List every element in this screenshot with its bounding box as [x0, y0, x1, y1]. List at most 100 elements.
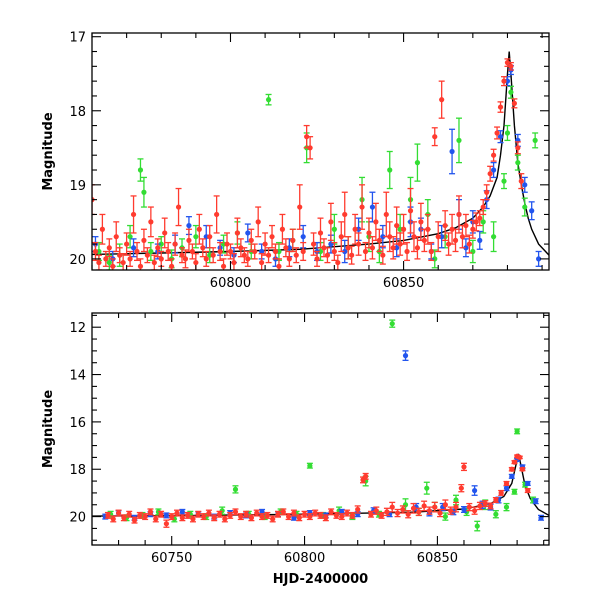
- data-point: [165, 241, 172, 262]
- data-point: [174, 509, 181, 517]
- data-marker: [376, 237, 382, 243]
- data-marker: [216, 511, 223, 517]
- data-point: [400, 213, 407, 245]
- data-point: [435, 221, 442, 253]
- data-point: [503, 502, 510, 512]
- data-point: [471, 506, 478, 515]
- data-point: [282, 238, 289, 258]
- data-point: [469, 239, 476, 264]
- x-axis-label: HJD-2400000: [273, 572, 368, 587]
- data-point: [289, 228, 296, 253]
- data-marker: [432, 134, 438, 140]
- data-point: [405, 510, 412, 519]
- data-point: [514, 154, 521, 171]
- data-point: [130, 238, 137, 258]
- data-marker: [536, 256, 542, 262]
- data-point: [503, 480, 510, 487]
- data-point: [328, 508, 335, 516]
- data-point: [237, 513, 244, 521]
- data-point: [115, 509, 122, 517]
- data-marker: [368, 511, 374, 517]
- data-point: [161, 217, 168, 249]
- data-point: [386, 221, 393, 253]
- data-point: [532, 132, 539, 149]
- data-marker: [484, 189, 490, 195]
- data-marker: [163, 512, 169, 519]
- data-point: [147, 508, 154, 516]
- data-point: [528, 201, 535, 221]
- data-marker: [421, 237, 427, 243]
- data-point: [453, 501, 460, 513]
- data-marker: [424, 485, 430, 491]
- data-point: [519, 466, 526, 472]
- data-point: [490, 148, 497, 162]
- data-marker: [504, 130, 511, 136]
- data-point: [447, 506, 454, 515]
- data-marker: [163, 521, 169, 527]
- data-point: [195, 510, 202, 518]
- data-marker: [501, 178, 507, 184]
- data-point: [449, 128, 456, 175]
- data-marker: [503, 485, 510, 491]
- data-marker: [508, 63, 514, 69]
- data-point: [338, 221, 345, 253]
- data-point: [504, 124, 511, 142]
- data-point: [224, 232, 231, 256]
- data-point: [483, 184, 490, 201]
- data-point: [399, 505, 406, 514]
- data-marker: [503, 504, 510, 510]
- data-marker: [141, 189, 147, 195]
- data-marker: [529, 208, 535, 214]
- data-marker: [317, 512, 324, 519]
- data-point: [205, 509, 212, 517]
- data-point: [386, 150, 393, 190]
- data-point: [508, 473, 515, 479]
- data-marker: [456, 137, 462, 143]
- data-point: [110, 515, 117, 523]
- plot-area: [92, 319, 549, 532]
- data-point: [379, 224, 386, 249]
- data-marker: [418, 219, 424, 225]
- data-marker: [241, 252, 247, 258]
- data-point: [524, 487, 531, 494]
- data-marker: [324, 252, 331, 258]
- data-point: [511, 459, 518, 465]
- data-marker: [130, 211, 137, 218]
- data-point: [417, 202, 424, 242]
- data-point: [168, 258, 175, 270]
- data-point: [237, 238, 244, 258]
- data-marker: [264, 512, 270, 519]
- data-marker: [491, 234, 497, 240]
- data-marker: [196, 226, 202, 232]
- data-point: [487, 165, 494, 182]
- data-marker: [227, 512, 233, 519]
- data-point: [274, 510, 281, 518]
- data-point: [535, 250, 542, 267]
- data-marker: [400, 226, 407, 232]
- data-marker: [362, 248, 369, 255]
- data-marker: [262, 241, 268, 247]
- data-point: [397, 232, 404, 256]
- data-marker: [344, 510, 350, 516]
- data-marker: [304, 134, 310, 140]
- data-marker: [369, 204, 376, 210]
- data-point: [196, 213, 203, 245]
- data-point: [498, 489, 505, 496]
- data-marker: [155, 245, 161, 251]
- data-point: [511, 98, 518, 109]
- data-point: [179, 514, 186, 522]
- data-marker: [349, 252, 355, 258]
- data-marker: [137, 512, 143, 519]
- data-marker: [185, 512, 191, 519]
- data-point: [462, 213, 469, 238]
- data-point: [369, 236, 376, 260]
- data-marker: [394, 222, 400, 229]
- data-marker: [522, 204, 528, 210]
- data-point: [492, 510, 499, 519]
- data-marker: [522, 182, 528, 188]
- data-point: [151, 254, 158, 270]
- data-point: [211, 514, 218, 522]
- data-point: [144, 247, 151, 264]
- data-marker: [179, 509, 185, 515]
- data-marker: [265, 97, 272, 103]
